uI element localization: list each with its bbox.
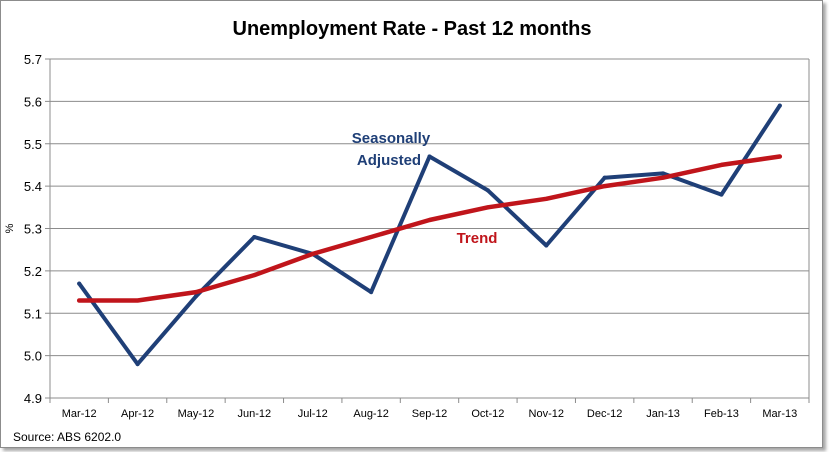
x-tick-label: Aug-12 [353, 408, 388, 420]
seasonally-adjusted-point-12 [777, 103, 782, 108]
x-tick-label: Jul-12 [298, 408, 328, 420]
y-tick-labels: 4.9 5.0 5.1 5.2 5.3 5.4 5.5 5.6 5.7 [24, 52, 42, 406]
trend-point-10 [661, 175, 666, 180]
y-tick-label: 5.3 [24, 222, 42, 237]
trend-point-12 [777, 154, 782, 159]
y-tick-label: 5.4 [24, 179, 42, 194]
trend-point-6 [427, 218, 432, 223]
chart: Unemployment Rate - Past 12 months 4.9 5.… [4, 18, 810, 444]
gridlines [45, 58, 810, 399]
y-tick-label: 5.2 [24, 264, 42, 279]
trend-point-8 [544, 196, 549, 201]
trend-point-5 [369, 234, 374, 239]
seasonally-adjusted-point-1 [135, 362, 140, 367]
trend-point-0 [77, 298, 82, 303]
x-tick-label: Dec-12 [587, 408, 622, 420]
x-tick-label: Mar-12 [62, 408, 97, 420]
seasonally-adjusted-point-6 [427, 154, 432, 159]
y-axis-label: % [4, 223, 16, 233]
x-tick-labels: Mar-12 Apr-12 May-12 Jun-12 Jul-12 Aug-12 Sep-… [49, 398, 810, 420]
annotation-trend: Trend [457, 230, 498, 247]
x-tick-label: Jan-13 [646, 408, 680, 420]
seasonally-adjusted-point-8 [544, 243, 549, 248]
series-lines [76, 103, 783, 367]
annotation-seasonally: Seasonally [352, 130, 431, 147]
x-tick-label: Sep-12 [412, 408, 447, 420]
y-tick-label: 4.9 [24, 391, 42, 406]
x-tick-label: Jun-12 [238, 408, 272, 420]
annotation-adjusted: Adjusted [357, 152, 421, 169]
trend-point-1 [135, 298, 140, 303]
seasonally-adjusted-point-11 [719, 192, 724, 197]
trend-point-3 [252, 273, 257, 278]
y-tick-label: 5.7 [24, 52, 42, 67]
x-tick-label: Mar-13 [762, 408, 797, 420]
trend-point-2 [193, 290, 198, 295]
seasonally-adjusted-point-2 [193, 294, 198, 299]
x-tick-label: Feb-13 [704, 408, 739, 420]
y-tick-label: 5.1 [24, 306, 42, 321]
trend-point-9 [602, 184, 607, 189]
trend-point-4 [310, 251, 315, 256]
y-tick-label: 5.0 [24, 349, 42, 364]
y-tick-label: 5.5 [24, 137, 42, 152]
trend-point-7 [485, 205, 490, 210]
seasonally-adjusted-point-10 [661, 171, 666, 176]
x-tick-label: Nov-12 [529, 408, 564, 420]
x-tick-label: Oct-12 [471, 408, 504, 420]
y-tick-label: 5.6 [24, 94, 42, 109]
seasonally-adjusted-point-0 [77, 281, 82, 286]
x-tick-label: Apr-12 [121, 408, 154, 420]
source-note: Source: ABS 6202.0 [13, 430, 121, 444]
chart-title: Unemployment Rate - Past 12 months [233, 18, 592, 40]
seasonally-adjusted-point-5 [369, 290, 374, 295]
trend-point-11 [719, 162, 724, 167]
seasonally-adjusted-point-7 [485, 188, 490, 193]
seasonally-adjusted-point-9 [602, 175, 607, 180]
seasonally-adjusted-point-3 [252, 234, 257, 239]
x-tick-label: May-12 [178, 408, 215, 420]
